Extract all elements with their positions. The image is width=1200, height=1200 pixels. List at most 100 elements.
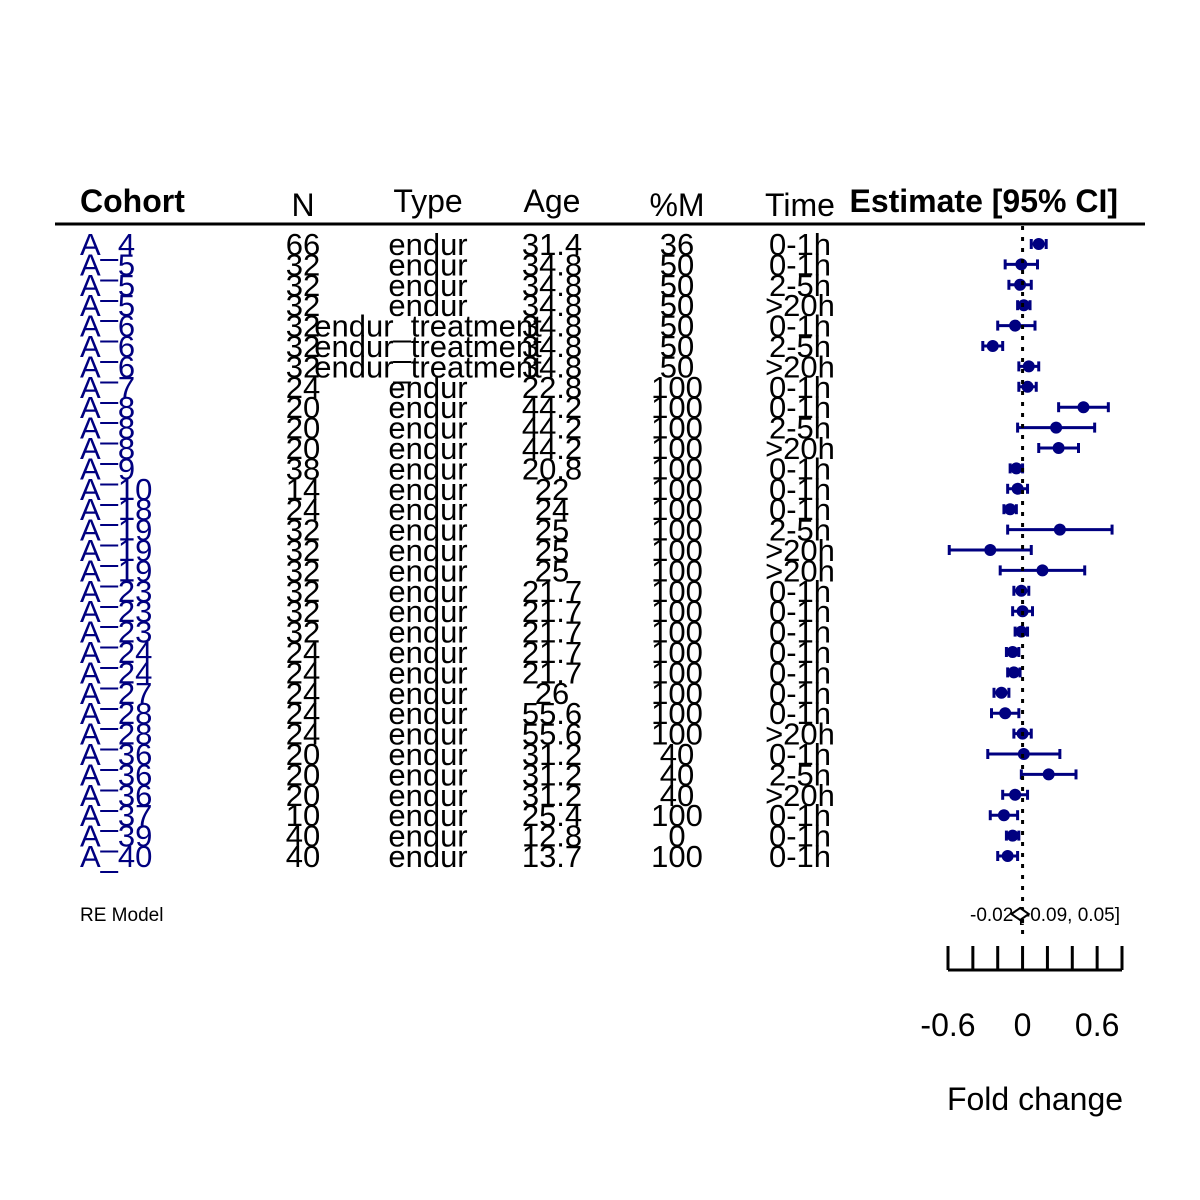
- cell-type: endur: [388, 798, 467, 833]
- cell-age: 31.2: [522, 737, 582, 772]
- cell-n: 66: [286, 227, 320, 262]
- estimate-mark: [981, 340, 1005, 352]
- cell-n: 20: [286, 411, 320, 446]
- table-row: A_36 20 endur 31.2 40 >20h: [80, 778, 835, 813]
- cell-time: 0-1h: [769, 390, 831, 425]
- cell-cohort: A_28: [80, 696, 152, 731]
- cell-type: endur: [388, 717, 467, 752]
- cell-type: endur_treatment: [314, 329, 542, 364]
- cell-n: 38: [286, 451, 320, 486]
- table-row: A_23 32 endur 21.7 100 0-1h: [80, 615, 831, 650]
- cell-type: endur: [388, 513, 467, 548]
- cell-cohort: A_19: [80, 513, 152, 548]
- cell-age: 31.4: [522, 227, 582, 262]
- cell-n: 20: [286, 757, 320, 792]
- point-estimate: [997, 809, 1010, 822]
- cell-age: 44.2: [522, 390, 582, 425]
- table-row: A_39 40 endur 12.8 0 0-1h: [80, 819, 831, 854]
- cell-n: 24: [286, 492, 320, 527]
- cell-time: >20h: [765, 349, 835, 384]
- estimate-mark: [1013, 625, 1030, 638]
- summary-diamond: [1009, 906, 1031, 922]
- cell-pct-m: 100: [651, 553, 703, 588]
- cell-pct-m: 50: [660, 288, 694, 323]
- cell-cohort: A_9: [80, 451, 135, 486]
- cell-type: endur: [388, 635, 467, 670]
- estimate-mark: [1001, 788, 1030, 801]
- cell-cohort: A_40: [80, 839, 152, 874]
- table-row: A_4 66 endur 31.4 36 0-1h: [80, 227, 831, 262]
- cell-cohort: A_28: [80, 717, 152, 752]
- point-estimate: [1009, 319, 1022, 332]
- cell-time: 0-1h: [769, 574, 831, 609]
- cell-time: 0-1h: [769, 227, 831, 262]
- estimate-mark: [1006, 482, 1030, 495]
- cell-cohort: A_4: [80, 227, 135, 262]
- estimate-mark: [1007, 278, 1033, 291]
- table-row: A_23 32 endur 21.7 100 0-1h: [80, 594, 831, 629]
- estimate-mark: [1017, 380, 1038, 393]
- cell-time: 0-1h: [769, 309, 831, 344]
- point-estimate: [984, 544, 997, 556]
- estimate-mark: [990, 707, 1021, 720]
- cell-cohort: A_23: [80, 615, 152, 650]
- cell-age: 22: [535, 472, 569, 507]
- cell-n: 10: [286, 798, 320, 833]
- cell-cohort: A_36: [80, 778, 152, 813]
- cell-type: endur: [388, 819, 467, 854]
- cell-type: endur: [388, 370, 467, 405]
- cell-cohort: A_10: [80, 472, 152, 507]
- cell-time: >20h: [765, 553, 835, 588]
- header-cohort: Cohort: [80, 183, 185, 219]
- cell-cohort: A_7: [80, 370, 135, 405]
- estimate-mark: [1016, 421, 1097, 434]
- cell-cohort: A_18: [80, 492, 152, 527]
- cell-age: 31.2: [522, 778, 582, 813]
- table-rows: A_4 66 endur 31.4 36 0-1h A_5 32 endur 34.8 50 0-1h…: [80, 227, 835, 874]
- cell-cohort: A_19: [80, 553, 152, 588]
- table-row: A_23 32 endur 21.7 100 0-1h: [80, 574, 831, 609]
- point-estimate: [999, 707, 1012, 720]
- table-row: A_9 38 endur 20.8 100 0-1h: [80, 451, 831, 486]
- cell-type: endur: [388, 737, 467, 772]
- cell-pct-m: 100: [651, 574, 703, 609]
- point-estimate: [1021, 380, 1034, 393]
- cell-type: endur: [388, 451, 467, 486]
- header-row: Cohort N Type Age %M Time Estimate [95% …: [80, 183, 1118, 223]
- cell-age: 25: [535, 533, 569, 568]
- cell-pct-m: 100: [651, 635, 703, 670]
- point-estimate: [1004, 503, 1017, 516]
- estimate-mark: [988, 809, 1020, 822]
- cell-n: 32: [286, 329, 320, 364]
- cell-n: 32: [286, 533, 320, 568]
- cell-cohort: A_5: [80, 288, 135, 323]
- table-row: A_19 32 endur 25 100 >20h: [80, 533, 835, 568]
- table-row: A_36 20 endur 31.2 40 0-1h: [80, 737, 831, 772]
- table-row: A_5 32 endur 34.8 50 >20h: [80, 288, 835, 323]
- cell-time: 2-5h: [769, 757, 831, 792]
- cell-pct-m: 100: [651, 696, 703, 731]
- cell-age: 25: [535, 553, 569, 588]
- estimate-mark: [1008, 462, 1025, 475]
- point-estimate: [1010, 462, 1023, 475]
- x-tick-label: 0.6: [1075, 1007, 1119, 1043]
- estimate-mark: [1019, 768, 1078, 781]
- cell-pct-m: 100: [651, 839, 703, 874]
- cell-cohort: A_36: [80, 737, 152, 772]
- cell-pct-m: 40: [660, 778, 694, 813]
- estimate-mark: [1004, 829, 1021, 842]
- cell-n: 32: [286, 513, 320, 548]
- point-estimate: [1015, 258, 1028, 271]
- cell-pct-m: 100: [651, 655, 703, 690]
- cell-type: endur: [388, 411, 467, 446]
- cell-n: 40: [286, 839, 320, 874]
- cell-n: 32: [286, 288, 320, 323]
- cell-pct-m: 100: [651, 431, 703, 466]
- point-estimate: [986, 340, 999, 352]
- cell-type: endur: [388, 492, 467, 527]
- cell-pct-m: 100: [651, 798, 703, 833]
- table-row: A_24 24 endur 21.7 100 0-1h: [80, 655, 831, 690]
- cell-n: 24: [286, 696, 320, 731]
- cell-time: 0-1h: [769, 655, 831, 690]
